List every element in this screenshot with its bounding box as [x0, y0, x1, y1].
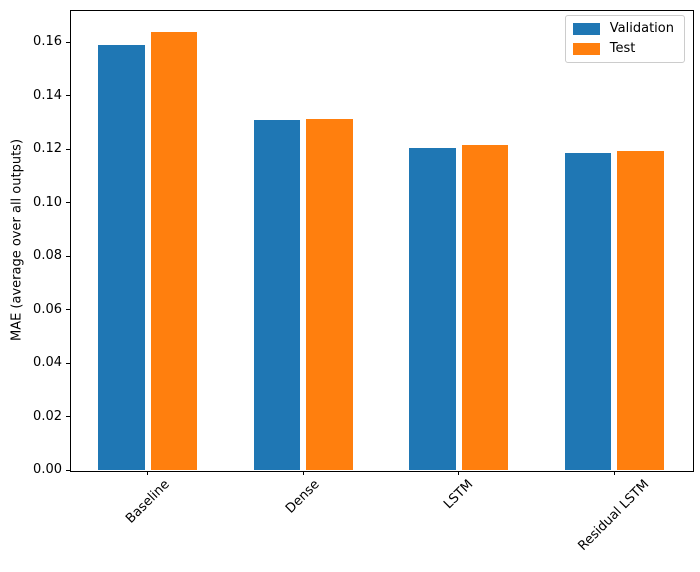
y-tick-label: 0.04	[33, 355, 62, 371]
x-tick-mark	[458, 471, 460, 475]
x-tick-label-dense: Dense	[283, 477, 324, 517]
legend-swatch-validation	[572, 23, 600, 35]
x-tick-mark	[147, 471, 149, 475]
y-tick-mark	[66, 41, 70, 43]
y-tick-mark	[66, 416, 70, 417]
bar-test-dense	[306, 119, 353, 470]
legend-swatch-test	[572, 43, 600, 55]
x-tick-label-baseline: Baseline	[123, 477, 173, 527]
y-tick-mark	[66, 148, 70, 150]
y-tick-mark	[66, 309, 70, 311]
y-axis-label: MAE (average over all outputs)	[9, 138, 25, 342]
y-tick-mark	[66, 362, 70, 364]
bar-test-baseline	[150, 31, 198, 470]
bar-validation-lstm	[409, 148, 456, 470]
legend-label-test: Test	[609, 41, 636, 56]
x-tick-mark	[302, 471, 304, 475]
bar-test-residual-lstm	[617, 150, 664, 470]
y-tick-label: 0.10	[33, 194, 62, 210]
y-tick-label: 0.08	[33, 248, 62, 264]
x-tick-mark	[613, 471, 615, 475]
bar-validation-dense	[253, 120, 301, 470]
y-tick-label: 0.12	[33, 141, 62, 157]
x-tick-label-lstm: LSTM	[440, 477, 477, 513]
legend: Validation Test	[564, 15, 685, 63]
x-tick-label-residual-lstm: Residual LSTM	[575, 477, 653, 554]
bar-validation-baseline	[98, 45, 145, 470]
legend-item-test: Test	[572, 41, 674, 56]
y-tick-mark	[66, 255, 70, 257]
y-tick-label: 0.16	[33, 34, 62, 50]
y-tick-mark	[66, 202, 70, 204]
y-tick-label: 0.02	[33, 408, 62, 424]
y-tick-label: 0.00	[33, 462, 62, 477]
y-tick-label: 0.14	[33, 87, 62, 103]
bar-validation-residual-lstm	[564, 153, 612, 470]
bar-test-lstm	[461, 144, 509, 470]
y-tick-mark	[66, 95, 70, 97]
y-tick-label: 0.06	[33, 301, 62, 317]
y-tick-mark	[66, 469, 70, 471]
legend-item-validation: Validation	[572, 21, 674, 36]
legend-label-validation: Validation	[609, 21, 674, 36]
